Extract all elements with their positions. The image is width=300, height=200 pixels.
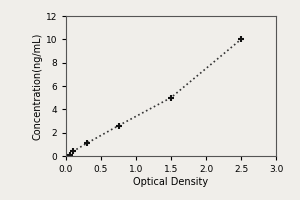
X-axis label: Optical Density: Optical Density: [134, 177, 208, 187]
Y-axis label: Concentration(ng/mL): Concentration(ng/mL): [33, 32, 43, 140]
